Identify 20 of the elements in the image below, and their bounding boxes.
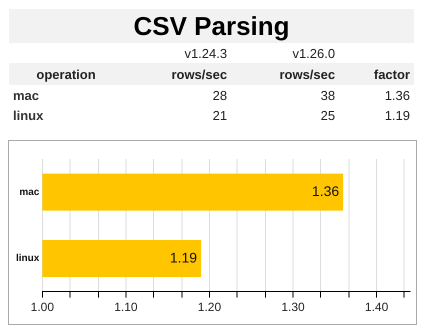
data-label: 1.19 <box>170 249 198 266</box>
x-tick-label: 1.40 <box>364 300 389 314</box>
x-tick-label: 1.30 <box>281 300 306 314</box>
text: 25 <box>320 106 336 124</box>
text: v1.26.0 <box>291 44 336 62</box>
x-tick-label: 1.10 <box>114 300 138 314</box>
text: 1.36 <box>384 86 411 104</box>
text: 28 <box>212 86 228 104</box>
x-tick-label: 1.20 <box>198 300 222 314</box>
text: rows/sec <box>123 63 232 85</box>
text: 38 <box>320 86 336 104</box>
data-label: 1.36 <box>312 183 340 200</box>
text: operation <box>9 63 124 85</box>
text: 1.19 <box>384 106 411 124</box>
text: rows/sec <box>231 63 340 85</box>
text: v1.24.3 <box>183 44 228 62</box>
text: CSV Parsing <box>9 9 414 43</box>
x-tick-label: 1.00 <box>30 300 54 314</box>
text: factor <box>339 63 414 85</box>
text: 21 <box>212 106 228 124</box>
